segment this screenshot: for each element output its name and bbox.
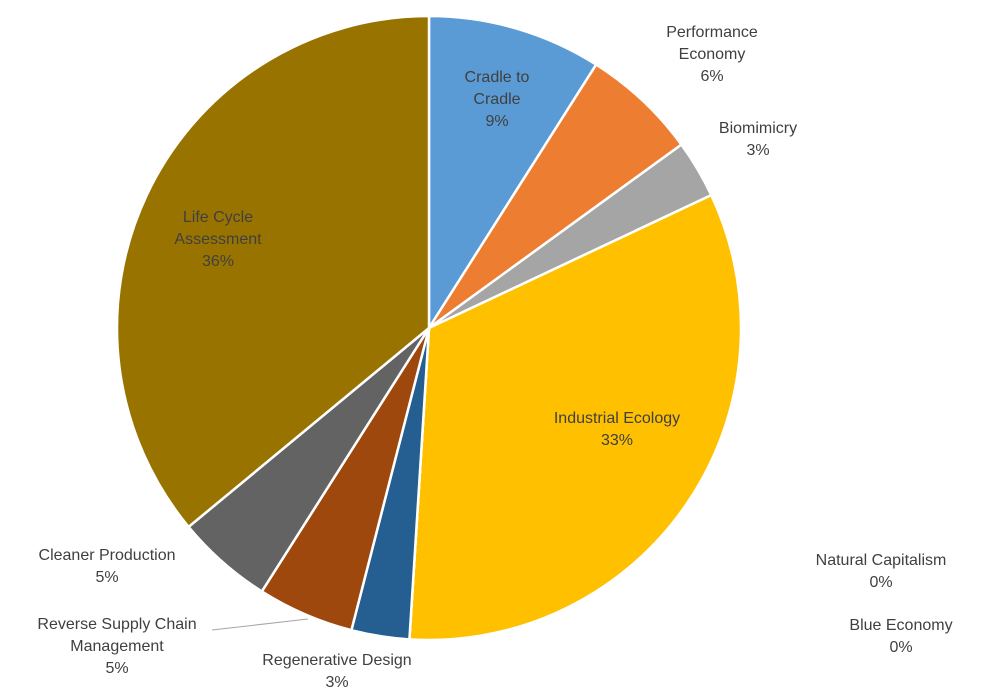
data-label: Cradle to Cradle 9%: [447, 67, 547, 133]
data-label: Life Cycle Assessment 36%: [148, 207, 288, 273]
category-label: Reverse Supply Chain Management: [37, 616, 197, 655]
leader-line: [211, 618, 309, 631]
data-label: Cleaner Production 5%: [7, 545, 207, 589]
category-label: Biomimicry: [718, 120, 798, 137]
pie-slice: [427, 14, 598, 333]
data-label: Natural Capitalism 0%: [781, 550, 981, 594]
pie-slice: [408, 193, 743, 642]
category-label: Industrial Ecology: [553, 410, 681, 427]
value-label: 36%: [201, 253, 235, 270]
data-label: Biomimicry 3%: [698, 118, 818, 162]
category-label: Cleaner Production: [38, 547, 176, 564]
data-label: Industrial Ecology 33%: [517, 408, 717, 452]
value-label: 33%: [600, 432, 634, 449]
category-label: Blue Economy: [849, 617, 953, 634]
category-label: Life Cycle Assessment: [174, 209, 262, 248]
data-label: Regenerative Design 3%: [227, 650, 447, 694]
pie-slice: [115, 14, 431, 529]
value-label: 3%: [325, 674, 349, 691]
value-label: 3%: [746, 142, 770, 159]
category-label: Natural Capitalism: [815, 552, 947, 569]
value-label: 5%: [105, 660, 129, 677]
value-label: 5%: [95, 569, 119, 586]
value-label: 0%: [869, 574, 893, 591]
category-label: Performance Economy: [666, 24, 758, 63]
data-label: Performance Economy 6%: [647, 22, 777, 88]
value-label: 9%: [485, 113, 509, 130]
category-label: Cradle to Cradle: [464, 69, 530, 108]
category-label: Regenerative Design: [262, 652, 412, 669]
value-label: 6%: [700, 68, 724, 85]
data-label: Reverse Supply Chain Management 5%: [2, 614, 232, 680]
data-label: Blue Economy 0%: [801, 615, 990, 659]
value-label: 0%: [889, 639, 913, 656]
